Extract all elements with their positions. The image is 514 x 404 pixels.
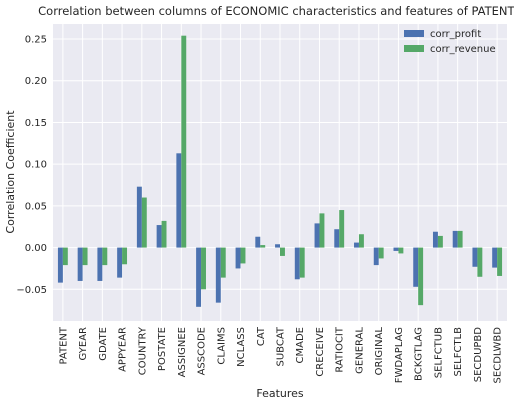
x-tick-label: SELFCTLB <box>453 327 464 377</box>
y-tick-label: 0.05 <box>25 201 47 212</box>
bar-corr-revenue <box>398 247 404 254</box>
legend-label-corr-revenue: corr_revenue <box>430 44 496 55</box>
bar-corr-revenue <box>477 247 483 277</box>
bar-corr-revenue <box>82 247 88 266</box>
x-axis-title: Features <box>256 387 304 400</box>
x-tick-label: GDATE <box>98 327 109 361</box>
bar-corr-profit <box>452 230 458 248</box>
legend-label-corr-profit: corr_profit <box>430 29 481 40</box>
x-tick-label: SELFCTUB <box>433 327 444 378</box>
x-tick-label: PATENT <box>58 326 69 364</box>
x-tick-label: SUBCAT <box>276 326 287 366</box>
bar-corr-profit <box>472 247 478 267</box>
bar-corr-revenue <box>220 247 226 278</box>
legend-swatch-corr-revenue <box>404 45 424 52</box>
x-tick-label: ASSCODE <box>197 327 208 375</box>
y-tick-labels: −0.05 0.00 0.05 0.10 0.15 0.20 0.25 <box>16 35 47 296</box>
y-tick-label: 0.10 <box>25 160 47 171</box>
x-tick-label: POSTATE <box>157 327 168 371</box>
y-tick-label: 0.00 <box>25 243 47 254</box>
bar-corr-profit <box>275 244 280 248</box>
bar-corr-profit <box>413 247 419 287</box>
bar-corr-revenue <box>299 247 305 278</box>
bar-corr-revenue <box>62 247 68 266</box>
bar-corr-revenue <box>201 247 206 290</box>
bar-corr-profit <box>393 247 399 251</box>
bar-corr-revenue <box>122 247 128 265</box>
x-tick-label: CLAIMS <box>216 327 227 365</box>
x-tick-label: GYEAR <box>78 327 89 361</box>
bar-corr-revenue <box>260 245 266 248</box>
x-tick-label: APPYEAR <box>118 327 129 372</box>
chart-title: Correlation between columns of ECONOMIC … <box>38 4 514 18</box>
x-tick-label: CAT <box>256 326 267 346</box>
x-tick-label: SECDUPBD <box>473 327 484 383</box>
x-tick-label: CMADE <box>295 327 306 363</box>
bar-corr-revenue <box>437 235 443 248</box>
bar-corr-profit <box>334 229 340 248</box>
bar-corr-revenue <box>240 247 246 264</box>
bar-corr-revenue <box>378 247 384 259</box>
x-tick-label: COUNTRY <box>137 326 148 375</box>
bar-corr-revenue <box>418 247 424 306</box>
x-tick-labels: PATENT GYEAR GDATE APPYEAR COUNTRY POSTATE ASS… <box>58 326 503 383</box>
bar-corr-revenue <box>319 213 325 248</box>
y-tick-label: 0.25 <box>25 35 47 46</box>
y-axis-title: Correlation Coefficient <box>4 110 17 234</box>
x-tick-label: RATIOCIT <box>335 326 346 372</box>
bar-corr-profit <box>215 247 221 303</box>
bar-corr-revenue <box>181 35 187 248</box>
bar-corr-profit <box>294 247 300 280</box>
bar-corr-profit <box>196 247 202 307</box>
x-tick-label: CRECEIVE <box>315 327 326 377</box>
x-tick-label: ORIGINAL <box>374 327 385 376</box>
x-tick-label: GENERAL <box>354 327 365 374</box>
bar-corr-profit <box>432 231 438 248</box>
bar-corr-revenue <box>102 247 108 266</box>
x-tick-label: ASSIGNEE <box>177 327 188 377</box>
bar-corr-profit <box>77 247 83 281</box>
bar-corr-profit <box>117 247 123 278</box>
bar-corr-revenue <box>141 197 147 248</box>
bar-corr-revenue <box>497 247 503 276</box>
bar-corr-profit <box>156 225 162 248</box>
bar-corr-profit <box>354 242 359 248</box>
bar-corr-profit <box>314 223 320 248</box>
legend-swatch-corr-profit <box>404 30 424 37</box>
bar-corr-profit <box>492 247 498 268</box>
y-tick-label: −0.05 <box>16 285 47 296</box>
x-tick-label: SECDLWBD <box>493 327 504 384</box>
bar-corr-profit <box>235 247 241 269</box>
bar-corr-profit <box>57 247 63 283</box>
bar-corr-revenue <box>457 230 463 248</box>
bar-corr-profit <box>255 236 261 248</box>
legend: corr_profit corr_revenue <box>404 29 496 55</box>
bar-corr-revenue <box>280 247 285 256</box>
bar-corr-profit <box>97 247 103 281</box>
bar-corr-profit <box>373 247 379 266</box>
bars <box>57 35 503 307</box>
x-tick-label: NCLASS <box>236 327 247 367</box>
x-tick-label: FWDAPLAG <box>394 327 405 383</box>
bar-corr-revenue <box>161 220 167 248</box>
bar-corr-revenue <box>339 210 345 248</box>
bar-corr-profit <box>136 186 142 248</box>
bar-corr-profit <box>176 153 182 248</box>
x-tick-label: BCKGTLAG <box>414 327 425 381</box>
y-tick-label: 0.20 <box>25 76 47 87</box>
bar-corr-revenue <box>358 234 364 248</box>
y-tick-label: 0.15 <box>25 118 47 129</box>
